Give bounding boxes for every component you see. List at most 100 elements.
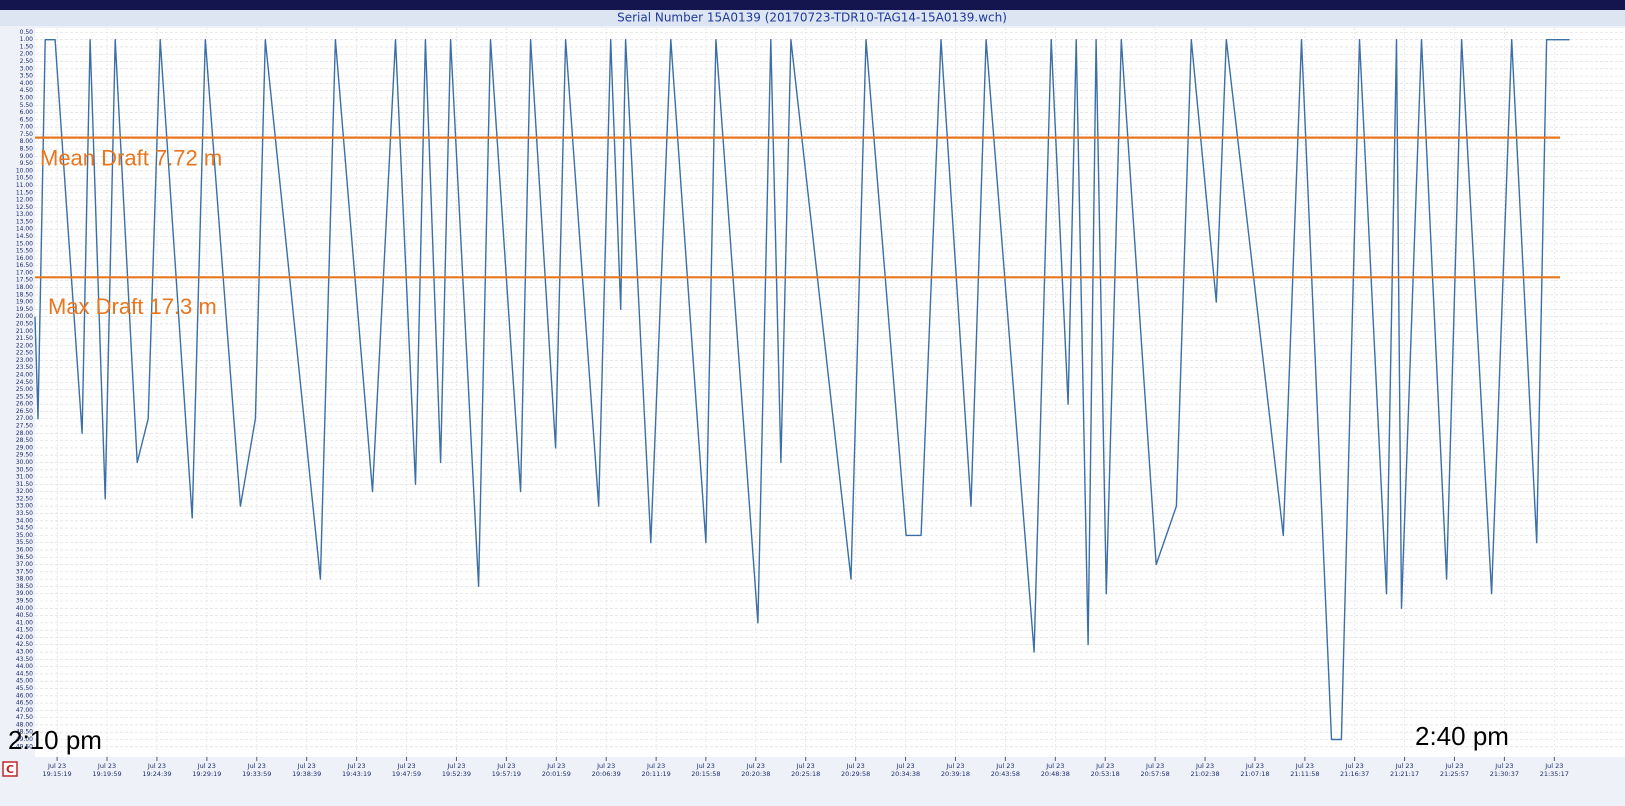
y-tick-label: 37.00 — [16, 561, 33, 568]
x-tick-date: Jul 23 — [1394, 762, 1413, 770]
x-tick-date: Jul 23 — [546, 762, 565, 770]
y-tick-label: 30.00 — [16, 459, 33, 466]
y-tick-label: 7.50 — [20, 131, 34, 138]
depth-line — [34, 39, 1570, 741]
y-tick-label: 20.00 — [16, 313, 33, 320]
x-tick-date: Jul 23 — [1145, 762, 1164, 770]
x-tick-date: Jul 23 — [446, 762, 465, 770]
y-tick-label: 8.00 — [20, 138, 34, 145]
y-tick-label: 12.50 — [16, 204, 33, 211]
y-tick-label: 32.00 — [16, 488, 33, 495]
x-tick-label: 20:34:38 — [891, 770, 920, 778]
y-tick-label: 48.50 — [16, 729, 33, 736]
y-tick-label: 35.50 — [16, 539, 33, 546]
y-tick-label: 49.00 — [16, 736, 33, 743]
x-tick-date: Jul 23 — [696, 762, 715, 770]
y-tick-label: 45.50 — [16, 685, 33, 692]
x-tick-date: Jul 23 — [746, 762, 765, 770]
y-tick-label: 10.00 — [16, 167, 33, 174]
x-tick-date: Jul 23 — [1195, 762, 1214, 770]
y-tick-label: 25.50 — [16, 393, 33, 400]
x-tick-date: Jul 23 — [347, 762, 366, 770]
x-tick-date: Jul 23 — [846, 762, 865, 770]
y-tick-label: 38.00 — [16, 576, 33, 583]
y-tick-label: 44.00 — [16, 663, 33, 670]
y-tick-label: 24.00 — [16, 372, 33, 379]
x-tick-date: Jul 23 — [895, 762, 914, 770]
y-tick-label: 36.00 — [16, 546, 33, 553]
x-tick-date: Jul 23 — [197, 762, 216, 770]
y-tick-label: 35.00 — [16, 532, 33, 539]
y-tick-label: 15.00 — [16, 240, 33, 247]
y-tick-label: 43.00 — [16, 649, 33, 656]
x-tick-date: Jul 23 — [945, 762, 964, 770]
x-tick-label: 20:29:58 — [841, 770, 870, 778]
y-tick-label: 46.50 — [16, 700, 33, 707]
x-tick-label: 20:57:58 — [1141, 770, 1170, 778]
y-tick-label: 27.00 — [16, 415, 33, 422]
y-tick-label: 14.00 — [16, 226, 33, 233]
x-tick-label: 20:01:59 — [542, 770, 571, 778]
x-tick-date: Jul 23 — [396, 762, 415, 770]
y-tick-label: 11.50 — [16, 189, 33, 196]
x-tick-date: Jul 23 — [1245, 762, 1264, 770]
x-tick-label: 20:15:58 — [691, 770, 720, 778]
y-tick-label: 17.50 — [16, 277, 33, 284]
y-tick-label: 46.00 — [16, 692, 33, 699]
y-tick-label: 24.50 — [16, 379, 33, 386]
y-tick-label: 45.00 — [16, 678, 33, 685]
y-tick-label: 9.50 — [20, 160, 34, 167]
y-tick-label: 6.50 — [20, 116, 34, 123]
x-tick-label: 19:47:59 — [392, 770, 421, 778]
y-tick-label: 23.00 — [16, 357, 33, 364]
x-tick-date: Jul 23 — [646, 762, 665, 770]
x-tick-label: 19:43:19 — [342, 770, 371, 778]
x-tick-date: Jul 23 — [1345, 762, 1364, 770]
y-tick-label: 10.50 — [16, 175, 33, 182]
x-tick-label: 19:38:39 — [292, 770, 321, 778]
y-tick-label: 48.00 — [16, 721, 33, 728]
y-tick-label: 29.00 — [16, 444, 33, 451]
x-tick-label: 21:30:37 — [1490, 770, 1519, 778]
x-tick-date: Jul 23 — [297, 762, 316, 770]
y-tick-label: 40.50 — [16, 612, 33, 619]
y-tick-label: 2.00 — [20, 51, 34, 58]
y-tick-label: 23.50 — [16, 364, 33, 371]
x-tick-date: Jul 23 — [1045, 762, 1064, 770]
y-tick-label: 33.50 — [16, 510, 33, 517]
y-tick-label: 18.00 — [16, 284, 33, 291]
y-tick-label: 1.50 — [20, 43, 34, 50]
y-tick-label: 19.50 — [16, 306, 33, 313]
y-tick-label: 16.00 — [16, 255, 33, 262]
x-tick-date: Jul 23 — [1095, 762, 1114, 770]
y-tick-label: 33.00 — [16, 503, 33, 510]
x-tick-label: 21:25:57 — [1440, 770, 1469, 778]
y-tick-label: 39.50 — [16, 597, 33, 604]
y-tick-label: 47.50 — [16, 714, 33, 721]
x-tick-label: 19:15:19 — [43, 770, 72, 778]
y-tick-label: 32.50 — [16, 495, 33, 502]
y-tick-label: 40.00 — [16, 605, 33, 612]
y-tick-label: 49.50 — [16, 743, 33, 750]
y-tick-label: 7.00 — [20, 124, 34, 131]
y-tick-label: 18.50 — [16, 291, 33, 298]
y-tick-label: 20.50 — [16, 320, 33, 327]
y-tick-label: 28.00 — [16, 430, 33, 437]
y-tick-label: 8.50 — [20, 146, 34, 153]
y-tick-label: 5.50 — [20, 102, 34, 109]
y-tick-label: 25.00 — [16, 386, 33, 393]
x-tick-label: 20:48:38 — [1041, 770, 1070, 778]
y-tick-label: 11.00 — [16, 182, 33, 189]
y-tick-label: 22.50 — [16, 350, 33, 357]
x-tick-date: Jul 23 — [1494, 762, 1513, 770]
y-tick-label: 15.50 — [16, 248, 33, 255]
y-tick-label: 17.00 — [16, 269, 33, 276]
y-tick-label: 29.50 — [16, 452, 33, 459]
y-tick-label: 0.50 — [20, 29, 34, 36]
x-tick-label: 20:20:38 — [741, 770, 770, 778]
title-bar — [0, 10, 1625, 26]
start-time-label: 2:10 pm — [8, 725, 102, 755]
y-tick-label: 12.00 — [16, 197, 33, 204]
y-tick-label: 37.50 — [16, 568, 33, 575]
